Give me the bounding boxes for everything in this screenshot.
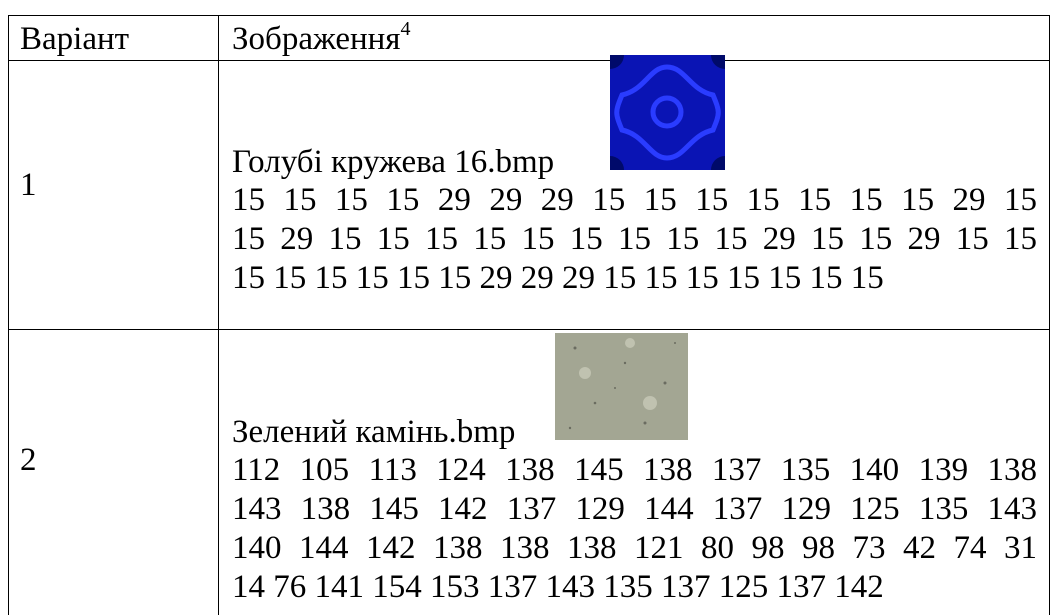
table-border bbox=[8, 329, 1050, 330]
pixel-values-line: 140 144 142 138 138 138 121 80 98 98 73 … bbox=[232, 530, 1037, 566]
table-border bbox=[8, 15, 9, 615]
table-border bbox=[8, 60, 1050, 61]
table-border bbox=[1049, 15, 1050, 615]
texture-image bbox=[610, 55, 725, 170]
header-text: Зображення bbox=[232, 21, 401, 57]
pixel-values-line: 15 15 15 15 29 29 29 15 15 15 15 15 15 1… bbox=[232, 182, 1037, 218]
texture-image bbox=[555, 333, 688, 440]
pixel-values-line: 14 76 141 154 153 137 143 135 137 125 13… bbox=[232, 569, 884, 605]
variant-number: 1 bbox=[20, 167, 37, 203]
header-cell: Варіант bbox=[20, 21, 130, 57]
footnote-mark: 4 bbox=[400, 18, 411, 40]
file-name: Голубі кружева 16.bmp bbox=[232, 144, 555, 180]
file-name: Зелений камінь.bmp bbox=[232, 414, 516, 450]
header-cell: Зображення4 bbox=[232, 18, 411, 58]
variant-number: 2 bbox=[20, 442, 37, 478]
table-border bbox=[8, 15, 1050, 16]
pixel-values-line: 143 138 145 142 137 129 144 137 129 125 … bbox=[232, 491, 1037, 527]
pixel-values-line: 15 29 15 15 15 15 15 15 15 15 15 29 15 1… bbox=[232, 221, 1037, 257]
table-border bbox=[218, 15, 219, 615]
pixel-values-line: 112 105 113 124 138 145 138 137 135 140 … bbox=[232, 452, 1037, 488]
pixel-values-line: 15 15 15 15 15 15 29 29 29 15 15 15 15 1… bbox=[232, 260, 884, 296]
